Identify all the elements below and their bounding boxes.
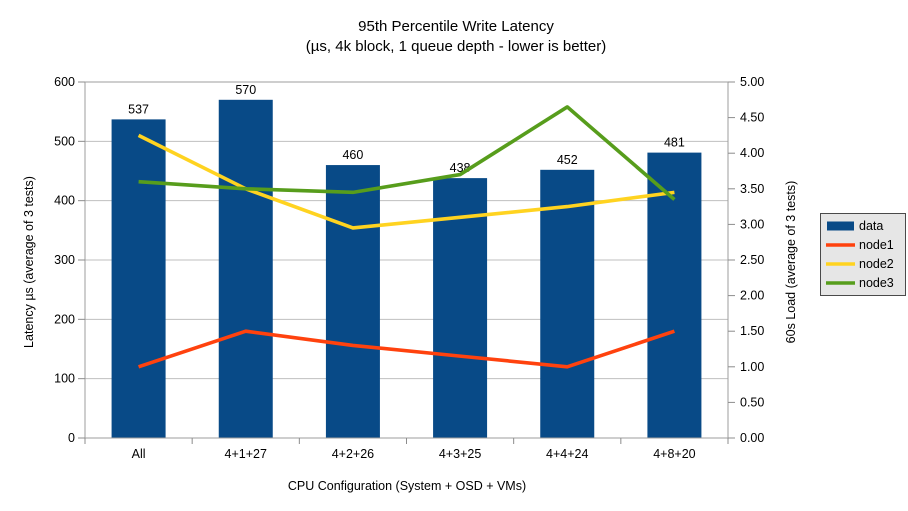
bar-value-label: 537: [128, 102, 149, 116]
legend: data node1 node2 node3: [820, 213, 906, 296]
chart-subtitle: (µs, 4k block, 1 queue depth - lower is …: [306, 38, 606, 55]
chart-title: 95th Percentile Write Latency: [358, 18, 554, 35]
x-category-label: 4+3+25: [439, 447, 481, 461]
left-axis-title: Latency µs (average of 3 tests): [22, 176, 36, 348]
left-axis-tick-label: 200: [54, 312, 75, 326]
legend-label-node3: node3: [859, 276, 894, 290]
right-axis-tick-label: 2.00: [740, 289, 764, 303]
bar-value-label: 570: [235, 83, 256, 97]
left-axis-tick-label: 500: [54, 134, 75, 148]
bar-value-label: 460: [342, 148, 363, 162]
right-axis-tick-label: 0.00: [740, 431, 764, 445]
left-axis-tick-label: 600: [54, 75, 75, 89]
x-category-label: All: [132, 447, 146, 461]
line-node2: [137, 133, 675, 230]
right-axis-tick-label: 0.50: [740, 395, 764, 409]
x-category-label: 4+2+26: [332, 447, 374, 461]
bar-4+2+26: [325, 165, 380, 439]
right-axis-tick-label: 4.00: [740, 146, 764, 160]
x-category-label: 4+8+20: [653, 447, 695, 461]
right-axis-tick-label: 1.50: [740, 324, 764, 338]
bar-value-label: 452: [557, 153, 578, 167]
right-axis-tick-label: 2.50: [740, 253, 764, 267]
right-axis-tick-label: 5.00: [740, 75, 764, 89]
right-axis-tick-label: 3.00: [740, 217, 764, 231]
left-axis-tick-label: 0: [68, 431, 75, 445]
right-axis-tick-label: 4.50: [740, 111, 764, 125]
legend-label-node2: node2: [859, 257, 894, 271]
right-axis-tick-label: 3.50: [740, 182, 764, 196]
bar-All: [111, 119, 166, 438]
bar-4+1+27: [218, 99, 273, 439]
legend-swatch-data: [827, 221, 854, 231]
left-axis-tick-label: 100: [54, 372, 75, 386]
legend-label-node1: node1: [859, 238, 894, 252]
bar-4+3+25: [433, 178, 488, 438]
left-axis-tick-label: 300: [54, 253, 75, 267]
plot-area: 53757046043845248101002003004005006000.0…: [54, 75, 764, 461]
right-axis-title: 60s Load (average of 3 tests): [784, 181, 798, 344]
x-category-label: 4+4+24: [546, 447, 588, 461]
bar-value-label: 481: [664, 136, 685, 150]
right-axis-tick-label: 1.00: [740, 360, 764, 374]
x-axis-title: CPU Configuration (System + OSD + VMs): [288, 479, 526, 493]
x-category-label: 4+1+27: [225, 447, 267, 461]
bar-4+8+20: [647, 152, 702, 438]
line-node1: [138, 329, 675, 369]
bar-4+4+24: [540, 169, 595, 438]
legend-label-data: data: [859, 219, 883, 233]
line-node3: [138, 105, 676, 201]
left-axis-tick-label: 400: [54, 194, 75, 208]
